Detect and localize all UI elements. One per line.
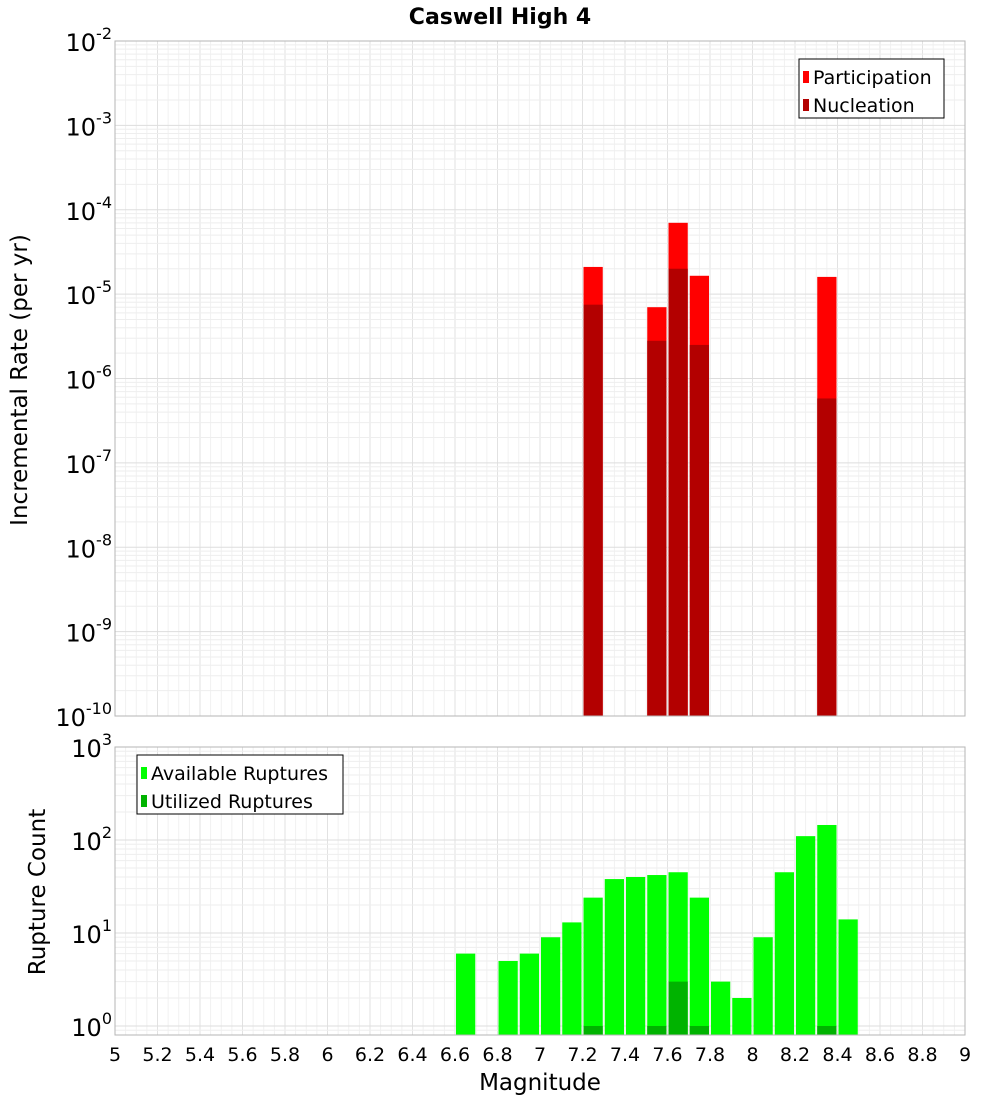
top-y-tick-label: 10-9 <box>66 615 113 648</box>
bottom-legend-box <box>136 754 344 815</box>
bottom-x-tick-label: 7.2 <box>567 1044 597 1066</box>
top-legend: Participation Nucleation <box>798 58 945 119</box>
top-y-tick-label: 10-4 <box>66 193 113 226</box>
top-legend-swatch <box>803 71 809 83</box>
bottom-legend-label: Utilized Ruptures <box>151 791 313 813</box>
bottom-x-tick-label: 5.8 <box>270 1044 300 1066</box>
bottom-x-tick-label: 5 <box>109 1044 121 1066</box>
bottom-bar-available-ruptures <box>562 922 582 1035</box>
bottom-bar-available-ruptures <box>796 836 816 1035</box>
bottom-bar-available-ruptures <box>626 877 646 1035</box>
bottom-y-tick-label: 101 <box>71 916 112 949</box>
incremental-rate-panel: 10-10 10-9 10-8 10-7 10-6 10-5 10-4 10-3 10-2 Par… <box>55 24 966 732</box>
top-bar-nucleation <box>647 340 667 716</box>
bottom-x-tick-label: 6.2 <box>355 1044 385 1066</box>
top-series-nucleation <box>583 268 837 716</box>
top-y-tick-labels: 10-10 10-9 10-8 10-7 10-6 10-5 10-4 10-3 10-2 <box>55 24 112 732</box>
top-y-tick-label: 10-5 <box>66 277 113 310</box>
top-bar-nucleation <box>668 268 688 716</box>
bottom-y-tick-labels: 100 101 102 103 <box>71 730 112 1042</box>
bottom-bar-utilized-ruptures <box>689 1025 709 1035</box>
bottom-x-tick-label: 8 <box>746 1044 758 1066</box>
bottom-legend-swatch <box>141 767 147 779</box>
bottom-legend-swatch <box>141 795 147 807</box>
bottom-bar-utilized-ruptures <box>647 1025 667 1035</box>
bottom-x-tick-label: 8.6 <box>865 1044 895 1066</box>
bottom-x-tick-labels: 5 5.2 5.4 5.6 5.8 6 6.2 6.4 6.6 6.8 7 7.2 7.4 7.6 7.8 8… <box>109 1044 971 1066</box>
top-y-tick-label: 10-2 <box>66 24 113 57</box>
top-legend-label: Nucleation <box>813 95 915 117</box>
bottom-bar-available-ruptures <box>753 937 773 1035</box>
bottom-x-tick-label: 7.8 <box>695 1044 725 1066</box>
bottom-x-tick-label: 8.4 <box>822 1044 852 1066</box>
bottom-plot-border <box>114 746 966 1036</box>
top-y-axis-label: Incremental Rate (per yr) <box>7 234 33 526</box>
top-legend-box <box>798 58 945 119</box>
top-y-tick-label: 10-8 <box>66 530 113 563</box>
bottom-bar-available-ruptures <box>838 919 858 1035</box>
top-legend-swatch <box>803 99 809 111</box>
bottom-x-tick-label: 5.2 <box>142 1044 172 1066</box>
bottom-y-tick-label: 103 <box>71 730 112 763</box>
bottom-x-tick-label: 9 <box>959 1044 971 1066</box>
bottom-x-tick-label: 8.8 <box>907 1044 937 1066</box>
bottom-bar-available-ruptures <box>604 879 624 1035</box>
bottom-x-tick-label: 6.8 <box>482 1044 512 1066</box>
bottom-x-tick-label: 5.4 <box>185 1044 215 1066</box>
bottom-y-axis-label: Rupture Count <box>25 809 51 975</box>
bottom-bar-available-ruptures <box>519 953 539 1035</box>
chart-title: Caswell High 4 <box>409 5 591 30</box>
bottom-x-tick-label: 6.6 <box>440 1044 470 1066</box>
bottom-bar-available-ruptures <box>456 953 476 1035</box>
bottom-series-available-ruptures <box>456 824 858 1035</box>
bottom-x-tick-label: 7.4 <box>610 1044 640 1066</box>
top-bar-nucleation <box>689 344 709 716</box>
bottom-bar-available-ruptures <box>817 824 837 1035</box>
bottom-x-tick-label: 7.6 <box>652 1044 682 1066</box>
bottom-x-tick-label: 5.6 <box>227 1044 257 1066</box>
bottom-bar-available-ruptures <box>498 960 518 1035</box>
bottom-x-tick-label: 7 <box>534 1044 546 1066</box>
bottom-x-tick-label: 6 <box>321 1044 333 1066</box>
top-legend-label: Participation <box>813 67 932 89</box>
bottom-bar-available-ruptures <box>647 875 667 1035</box>
bottom-bar-available-ruptures <box>774 872 794 1035</box>
bottom-bar-utilized-ruptures <box>668 981 688 1035</box>
bottom-bar-utilized-ruptures <box>817 1025 837 1035</box>
bottom-y-tick-label: 102 <box>71 823 112 856</box>
top-y-tick-label: 10-6 <box>66 362 113 395</box>
bottom-legend-label: Available Ruptures <box>151 763 328 785</box>
top-y-tick-label: 10-10 <box>55 699 112 732</box>
top-bar-nucleation <box>817 398 837 716</box>
bottom-legend: Available Ruptures Utilized Ruptures <box>136 754 344 815</box>
top-y-tick-label: 10-3 <box>66 108 113 141</box>
bottom-x-tick-label: 6.4 <box>397 1044 427 1066</box>
top-horizontal-gridlines <box>115 40 965 717</box>
top-y-tick-label: 10-7 <box>66 446 113 479</box>
bottom-bar-available-ruptures <box>583 897 603 1035</box>
top-plot-border <box>114 40 966 717</box>
bottom-y-tick-label: 100 <box>71 1009 112 1042</box>
bottom-x-tick-label: 8.2 <box>780 1044 810 1066</box>
bottom-series-utilized-ruptures <box>583 981 837 1035</box>
bottom-bar-utilized-ruptures <box>583 1025 603 1035</box>
bottom-bar-available-ruptures <box>541 937 561 1035</box>
bottom-bar-available-ruptures <box>689 897 709 1035</box>
bottom-bar-available-ruptures <box>711 981 731 1035</box>
top-bar-nucleation <box>583 304 603 716</box>
bottom-bar-available-ruptures <box>732 997 752 1035</box>
x-axis-label: Magnitude <box>479 1070 601 1096</box>
